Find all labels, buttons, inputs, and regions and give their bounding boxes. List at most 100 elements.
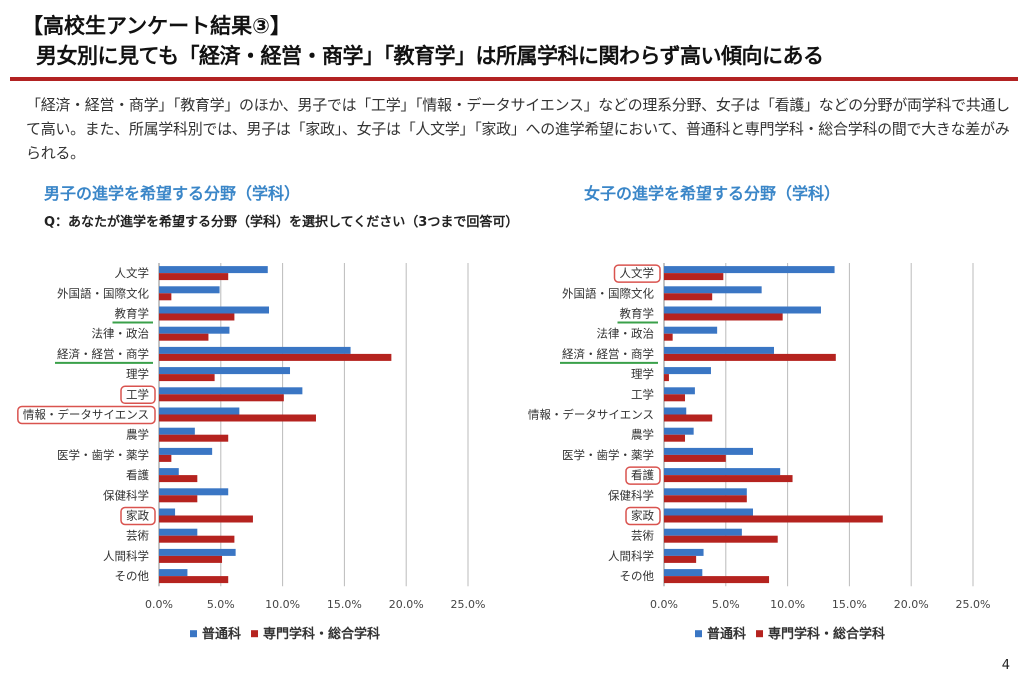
bar-futsuka [159,326,230,334]
bar-futsuka [664,468,781,476]
chart-title-female: 女子の進学を希望する分野（学科） [584,184,841,203]
category-label: 情報・データサイエンス [23,408,149,422]
category-label: 農学 [631,428,654,442]
bar-senmon [159,535,235,543]
category-label: その他 [620,569,655,583]
bar-futsuka [159,569,188,577]
bar-futsuka [664,367,711,375]
x-tick-label: 0.0% [145,598,173,611]
bar-futsuka [664,266,835,274]
category-label: 家政 [126,509,149,523]
category-label: 外国語・国際文化 [562,286,654,300]
legend-label: 専門学科・総合学科 [768,626,885,642]
bar-senmon [159,495,198,503]
category-label: 理学 [631,367,654,381]
category-label: 理学 [126,367,149,381]
x-tick-label: 5.0% [712,598,740,611]
chart-female: 0.0% 5.0% 10.0% 15.0% 20.0% 25.0% 人文学外国語・国際文化教… [528,263,991,642]
bar-futsuka [664,528,742,536]
bar-futsuka [664,488,747,496]
category-label: 工学 [631,387,654,401]
x-tick-label: 15.0% [832,598,867,611]
x-tick-label: 5.0% [207,598,235,611]
category-label: 人間科学 [103,549,149,563]
bar-futsuka [159,468,179,476]
bar-futsuka [159,407,240,415]
description-text: 「経済・経営・商学」「教育学」のほか、男子では「工学」「情報・データサイエンス」… [26,96,1010,162]
bar-senmon [159,394,284,402]
bar-senmon [159,333,209,341]
highlight-box [625,466,661,485]
bar-futsuka [664,407,687,415]
bar-senmon [664,353,836,361]
bar-senmon [664,293,713,301]
bar-senmon [664,454,726,462]
category-label: 人文学 [620,266,655,280]
bar-senmon [664,394,686,402]
highlight-box [120,385,156,405]
bar-senmon [159,515,253,523]
x-tick-label: 15.0% [327,598,362,611]
legend-label: 普通科 [707,626,746,642]
category-label: 教育学 [115,307,150,321]
x-tick-label: 20.0% [894,598,929,611]
bar-futsuka [159,447,213,455]
bar-futsuka [664,569,703,577]
highlight-box [625,506,661,526]
bar-futsuka [159,387,303,395]
category-label: 経済・経営・商学 [57,347,149,361]
bar-futsuka [159,306,270,314]
bar-futsuka [159,488,229,496]
highlight-box [120,506,156,526]
bar-senmon [664,414,713,422]
x-tick-label: 20.0% [389,598,424,611]
bar-futsuka [664,286,762,294]
highlight-box [613,264,661,283]
bar-futsuka [664,326,718,334]
category-label: 教育学 [620,307,655,321]
bar-senmon [664,555,697,563]
x-tick-label: 10.0% [770,598,805,611]
category-label: 農学 [126,428,149,442]
page-number: 4 [1001,658,1010,673]
bar-futsuka [159,508,176,516]
x-tick-label: 25.0% [956,598,991,611]
bar-senmon [664,374,669,382]
category-label: 法律・政治 [92,327,150,341]
bar-futsuka [664,548,704,556]
category-label: 経済・経営・商学 [562,347,654,361]
x-tick-label: 0.0% [650,598,678,611]
category-label: 法律・政治 [597,327,655,341]
bar-senmon [664,576,770,584]
category-label: 家政 [631,509,654,523]
survey-question: Q：あなたが進学を希望する分野（学科）を選択してください（3つまで回答可） [44,215,519,230]
title-divider [10,77,1018,81]
bar-futsuka [159,548,236,556]
bar-senmon [664,515,883,523]
category-label: 医学・歯学・薬学 [57,448,149,462]
category-label: 芸術 [631,529,654,543]
bar-senmon [664,535,778,543]
bar-senmon [664,475,793,483]
category-label: 保健科学 [103,488,149,502]
category-label: その他 [115,569,150,583]
bar-senmon [159,273,229,281]
bar-futsuka [664,508,753,516]
category-label: 工学 [126,387,149,401]
highlight-box [17,405,156,425]
bar-futsuka [664,427,694,435]
slide-subtitle: 男女別に見ても「経済・経営・商学」「教育学」は所属学科に関わらず高い傾向にある [36,44,824,68]
bar-futsuka [159,367,291,375]
legend-swatch [695,630,702,638]
x-tick-label: 10.0% [265,598,300,611]
legend-swatch [190,630,197,638]
slide-title: 【高校生アンケート結果③】 [22,14,291,38]
category-label: 情報・データサイエンス [528,408,654,422]
bar-senmon [159,475,198,483]
bar-futsuka [664,447,753,455]
bar-futsuka [159,266,268,274]
bar-senmon [159,555,223,563]
category-label: 看護 [126,468,149,482]
bar-senmon [159,434,229,442]
bar-senmon [664,273,724,281]
